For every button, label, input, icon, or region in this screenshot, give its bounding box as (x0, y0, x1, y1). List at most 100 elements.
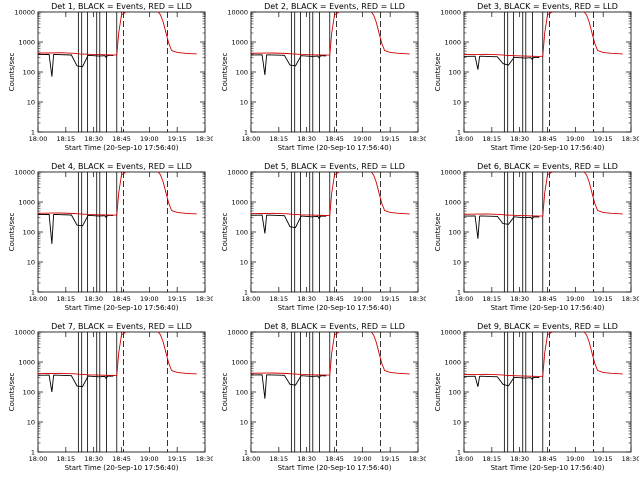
events-series-line (38, 374, 114, 393)
x-tick-label: 18:15 (482, 135, 501, 143)
x-axis-label: Start Time (20-Sep-10 17:56:40) (65, 304, 179, 312)
panel-title: Det 1, BLACK = Events, RED = LLD (51, 2, 192, 11)
y-tick-label: 1000 (444, 359, 461, 367)
lld-series-line (464, 172, 623, 217)
y-tick-label: 10000 (227, 329, 248, 337)
x-tick-label: 18:00 (242, 135, 261, 143)
x-tick-label: 18:15 (482, 455, 501, 463)
x-tick-label: 18:00 (29, 295, 48, 303)
x-tick-label: 18:00 (455, 135, 474, 143)
x-tick-label: 19:15 (381, 295, 400, 303)
x-tick-label: 18:00 (455, 455, 474, 463)
y-tick-label: 10 (240, 419, 248, 427)
x-axis-label: Start Time (20-Sep-10 17:56:40) (278, 464, 392, 472)
y-axis-label: Counts/sec (221, 373, 229, 412)
panel-chart: Det 4, BLACK = Events, RED = LLD 1 10 100 10… (8, 162, 213, 312)
lld-series-line (38, 12, 197, 56)
y-axis-label: Counts/sec (8, 373, 16, 412)
plot-frame (463, 331, 632, 453)
y-axis-label: Counts/sec (8, 213, 16, 252)
events-series-line (464, 375, 540, 387)
x-tick-label: 18:30 (622, 455, 639, 463)
y-tick-label: 100 (23, 229, 35, 237)
y-tick-label: 1000 (231, 359, 248, 367)
x-tick-label: 19:15 (168, 295, 187, 303)
x-axis-label: Start Time (20-Sep-10 17:56:40) (491, 464, 605, 472)
x-axis-label: Start Time (20-Sep-10 17:56:40) (65, 464, 179, 472)
x-tick-label: 19:00 (353, 295, 372, 303)
y-tick-label: 1000 (444, 199, 461, 207)
x-tick-label: 18:30 (622, 295, 639, 303)
y-tick-label: 100 (449, 69, 461, 77)
panel-title: Det 9, BLACK = Events, RED = LLD (477, 322, 618, 331)
y-tick-label: 10000 (227, 169, 248, 177)
x-tick-label: 18:45 (112, 455, 131, 463)
x-tick-label: 19:00 (353, 455, 372, 463)
x-tick-label: 18:15 (56, 295, 75, 303)
y-tick-label: 100 (23, 389, 35, 397)
y-axis-label: Counts/sec (434, 53, 442, 92)
y-tick-label: 10000 (14, 329, 35, 337)
lld-series-line (464, 332, 623, 377)
y-tick-label: 10000 (440, 169, 461, 177)
lld-series-line (251, 12, 410, 56)
x-tick-label: 18:30 (297, 295, 316, 303)
x-tick-label: 18:45 (325, 295, 344, 303)
y-tick-label: 1 (457, 289, 461, 297)
y-tick-label: 1000 (444, 39, 461, 47)
y-tick-label: 10000 (440, 9, 461, 17)
detector-panel: Det 8, BLACK = Events, RED = LLD 1 10 100 10… (213, 320, 426, 480)
y-tick-label: 10 (27, 259, 35, 267)
x-tick-label: 18:00 (242, 295, 261, 303)
x-tick-label: 19:00 (566, 455, 585, 463)
y-tick-label: 1000 (231, 199, 248, 207)
lld-series-line (251, 332, 410, 376)
x-tick-label: 18:30 (196, 295, 213, 303)
detector-panel: Det 9, BLACK = Events, RED = LLD 1 10 100 10… (426, 320, 639, 480)
x-tick-label: 18:45 (538, 295, 557, 303)
x-tick-label: 18:15 (269, 455, 288, 463)
panel-title: Det 8, BLACK = Events, RED = LLD (264, 322, 405, 331)
x-tick-label: 18:00 (242, 455, 261, 463)
panel-title: Det 4, BLACK = Events, RED = LLD (51, 162, 192, 171)
detector-panel: Det 6, BLACK = Events, RED = LLD 1 10 100 10… (426, 160, 639, 320)
x-axis-label: Start Time (20-Sep-10 17:56:40) (278, 144, 392, 152)
x-tick-label: 18:30 (510, 135, 529, 143)
x-tick-label: 19:15 (168, 135, 187, 143)
panel-chart: Det 7, BLACK = Events, RED = LLD 1 10 100 10… (8, 322, 213, 472)
x-tick-label: 19:15 (168, 455, 187, 463)
y-tick-label: 1 (244, 449, 248, 457)
y-tick-label: 1000 (18, 39, 35, 47)
lld-series-line (38, 172, 197, 216)
y-tick-label: 1000 (18, 199, 35, 207)
x-tick-label: 18:30 (84, 295, 103, 303)
x-tick-label: 19:15 (594, 135, 613, 143)
lld-series-line (251, 172, 410, 216)
y-tick-label: 1 (244, 129, 248, 137)
y-tick-label: 100 (23, 69, 35, 77)
x-tick-label: 18:30 (84, 135, 103, 143)
x-tick-label: 18:30 (622, 135, 639, 143)
x-tick-label: 19:15 (381, 135, 400, 143)
x-tick-label: 19:00 (566, 135, 585, 143)
events-series-line (38, 213, 114, 244)
x-tick-label: 19:00 (566, 295, 585, 303)
y-tick-label: 100 (236, 69, 248, 77)
x-tick-label: 18:30 (510, 455, 529, 463)
y-tick-label: 10 (240, 99, 248, 107)
x-tick-label: 18:45 (112, 295, 131, 303)
detector-panel: Det 5, BLACK = Events, RED = LLD 1 10 100 10… (213, 160, 426, 320)
y-axis-label: Counts/sec (221, 53, 229, 92)
y-tick-label: 10 (27, 419, 35, 427)
panel-title: Det 6, BLACK = Events, RED = LLD (477, 162, 618, 171)
y-axis-label: Counts/sec (221, 213, 229, 252)
panel-title: Det 5, BLACK = Events, RED = LLD (264, 162, 405, 171)
x-tick-label: 18:15 (56, 135, 75, 143)
y-tick-label: 1 (244, 289, 248, 297)
panel-chart: Det 2, BLACK = Events, RED = LLD 1 10 100 10… (221, 2, 426, 152)
panel-chart: Det 9, BLACK = Events, RED = LLD 1 10 100 10… (434, 322, 639, 472)
x-tick-label: 18:30 (409, 295, 426, 303)
detector-panel: Det 7, BLACK = Events, RED = LLD 1 10 100 10… (0, 320, 213, 480)
y-tick-label: 10 (27, 99, 35, 107)
events-series-line (251, 54, 327, 75)
